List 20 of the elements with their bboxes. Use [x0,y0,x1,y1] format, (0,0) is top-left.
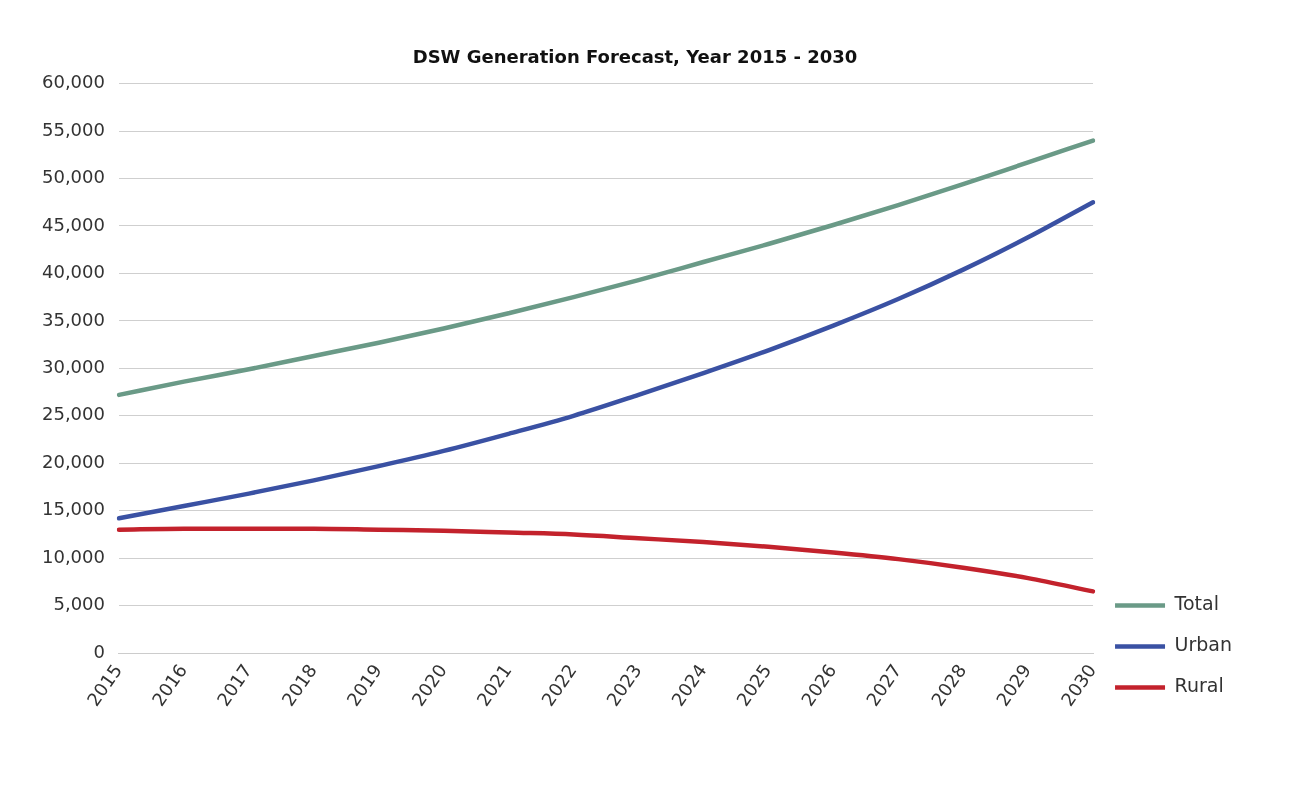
line-series [116,199,1096,521]
y-tick-label: 25,000 [42,403,105,425]
y-tick-label: 50,000 [42,166,105,188]
chart-title: DSW Generation Forecast, Year 2015 - 2030 [412,46,858,68]
y-tick-label: 45,000 [42,213,105,235]
y-tick-label: 55,000 [42,118,105,140]
y-tick-label: 10,000 [42,545,105,567]
y-tick-label: 5,000 [53,593,105,615]
y-tick-label: 20,000 [42,450,105,472]
y-tick-label: 60,000 [42,71,105,93]
legend-label: Rural [1174,674,1224,697]
y-tick-label: 30,000 [42,356,105,378]
legend-label: Total [1173,592,1219,615]
legend-label: Urban [1174,633,1232,656]
y-tick-label: 35,000 [42,308,105,330]
line-series [116,138,1096,398]
y-tick-label: 0 [93,640,105,662]
line-series [116,526,1096,594]
y-tick-label: 40,000 [42,261,105,283]
y-tick-label: 15,000 [42,498,105,520]
